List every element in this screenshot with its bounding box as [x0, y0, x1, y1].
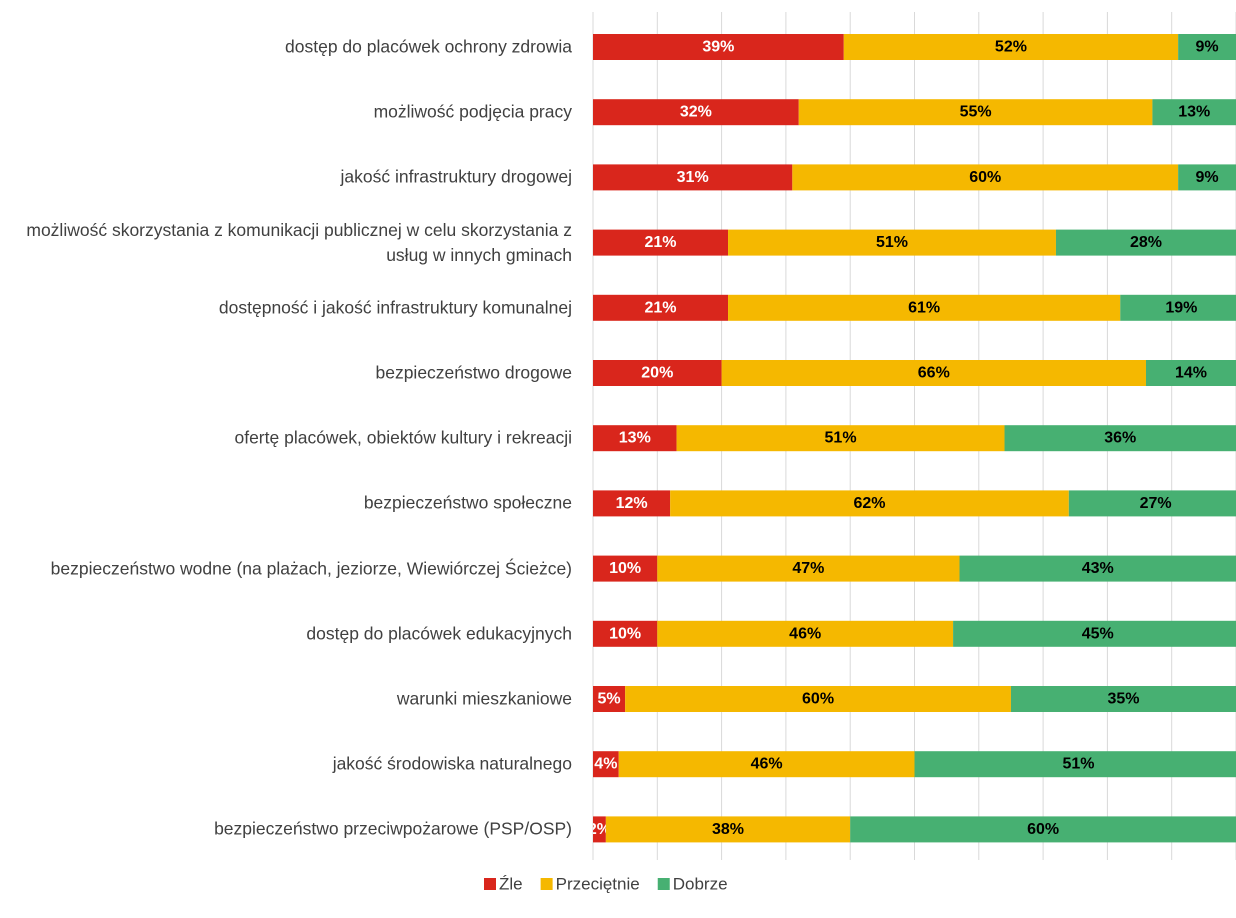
bar-segment [728, 229, 1056, 256]
bar-segment [1004, 425, 1236, 452]
bar-segment [721, 360, 1146, 386]
bar-segment [593, 490, 671, 517]
data-label: 28% [1130, 234, 1162, 251]
data-label: 66% [918, 365, 950, 382]
data-label: 46% [789, 625, 821, 642]
data-label: 35% [1107, 691, 1139, 708]
legend-label: Źle [499, 875, 523, 894]
category-label: bezpieczeństwo wodne (na plażach, jezior… [50, 558, 572, 579]
category-label: możliwość skorzystania z komunikacji pub… [26, 219, 572, 265]
category-label: jakość infrastruktury drogowej [340, 166, 572, 187]
data-label: 9% [1196, 169, 1219, 186]
bar-segment [657, 555, 960, 582]
bar-segment [593, 425, 677, 452]
category-label: bezpieczeństwo społeczne [363, 492, 572, 513]
bar-segment [1010, 686, 1236, 712]
bar-segment [676, 425, 1005, 452]
category-label: bezpieczeństwo drogowe [375, 362, 572, 383]
data-label: 9% [1196, 39, 1219, 56]
category-label: ofertę placówek, obiektów kultury i rekr… [234, 427, 572, 448]
bar-segment [1055, 229, 1236, 256]
data-label: 38% [712, 821, 744, 838]
bar-segment [670, 490, 1069, 517]
bar-segment [593, 686, 626, 712]
data-label: 43% [1082, 560, 1114, 577]
data-label: 55% [960, 104, 992, 121]
category-label: możliwość podjęcia pracy [373, 101, 572, 122]
bar-segment [618, 751, 915, 778]
data-label: 10% [609, 560, 641, 577]
bar-segment [593, 99, 799, 126]
category-label: dostępność i jakość infrastruktury komun… [218, 297, 572, 318]
bar-segment [728, 294, 1121, 321]
data-label: 13% [619, 430, 651, 447]
bar-segment [1178, 34, 1236, 60]
bar-segment [953, 620, 1236, 647]
data-label: 5% [598, 691, 621, 708]
data-label: 60% [802, 691, 834, 708]
bar-segment [593, 294, 729, 321]
data-label: 61% [908, 299, 940, 316]
data-label: 12% [616, 495, 648, 512]
bar-segment [593, 751, 619, 778]
data-label: 21% [644, 234, 676, 251]
category-label: dostęp do placówek ochrony zdrowia [285, 36, 572, 57]
bar-segment [850, 816, 1236, 843]
data-label: 46% [751, 756, 783, 773]
bar-segment [593, 816, 606, 843]
legend-label: Dobrze [673, 875, 728, 894]
bar-segment [1068, 490, 1236, 517]
category-label: warunki mieszkaniowe [396, 688, 572, 709]
legend-swatch [484, 878, 496, 890]
category-label: bezpieczeństwo przeciwpożarowe (PSP/OSP) [214, 818, 572, 839]
data-label: 60% [969, 169, 1001, 186]
bar-segment [1120, 294, 1236, 321]
legend-label: Przeciętnie [556, 875, 640, 894]
data-label: 51% [1062, 756, 1094, 773]
data-label: 52% [995, 39, 1027, 56]
bar-segment [843, 34, 1179, 60]
bar-segment [792, 164, 1179, 191]
data-label: 45% [1082, 625, 1114, 642]
data-label: 51% [876, 234, 908, 251]
bar-segment [593, 229, 729, 256]
data-label: 47% [792, 560, 824, 577]
data-label: 19% [1165, 299, 1197, 316]
data-label: 27% [1140, 495, 1172, 512]
bar-segment [593, 34, 844, 60]
bar-segment [798, 99, 1153, 126]
data-label: 39% [702, 39, 734, 56]
bar-segment [1152, 99, 1236, 126]
data-label: 31% [677, 169, 709, 186]
bar-segment [657, 620, 954, 647]
legend-swatch [657, 878, 670, 890]
bar-segment [914, 751, 1236, 778]
category-label: jakość środowiska naturalnego [332, 753, 572, 774]
data-label: 62% [853, 495, 885, 512]
data-label: 14% [1175, 365, 1207, 382]
data-label: 4% [594, 756, 617, 773]
data-label: 21% [644, 299, 676, 316]
category-label: dostęp do placówek edukacyjnych [306, 623, 572, 644]
bar-segment [625, 686, 1011, 712]
bar-segment [593, 360, 722, 386]
bar-segment [593, 620, 658, 647]
data-label: 32% [680, 104, 712, 121]
data-label: 20% [641, 365, 673, 382]
data-label: 10% [609, 625, 641, 642]
bar-segment [1178, 164, 1236, 191]
data-label: 51% [825, 430, 857, 447]
legend-swatch [540, 878, 553, 890]
bar-segment [593, 555, 658, 582]
data-label: 13% [1178, 104, 1210, 121]
bar-segment [959, 555, 1236, 582]
data-label: 36% [1104, 430, 1136, 447]
bar-segment [1145, 360, 1236, 386]
data-label: 60% [1027, 821, 1059, 838]
bar-segment [605, 816, 851, 843]
bar-segment [593, 164, 793, 191]
